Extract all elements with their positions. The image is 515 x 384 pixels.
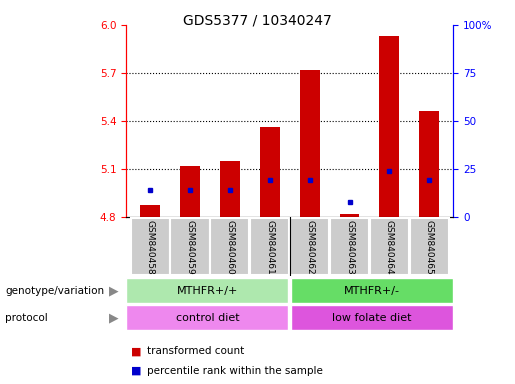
- Text: GSM840464: GSM840464: [385, 220, 394, 275]
- Bar: [419, 111, 439, 217]
- Text: GSM840465: GSM840465: [425, 220, 434, 275]
- Bar: [410, 218, 449, 275]
- Bar: [140, 205, 160, 217]
- Text: ■: ■: [131, 366, 142, 376]
- Bar: [260, 127, 280, 217]
- Bar: [370, 218, 409, 275]
- Bar: [126, 305, 288, 330]
- Text: protocol: protocol: [5, 313, 48, 323]
- Text: MTHFR+/-: MTHFR+/-: [344, 286, 400, 296]
- Text: genotype/variation: genotype/variation: [5, 286, 104, 296]
- Bar: [210, 218, 249, 275]
- Bar: [330, 218, 369, 275]
- Bar: [131, 218, 169, 275]
- Bar: [291, 278, 453, 303]
- Bar: [250, 218, 289, 275]
- Text: GSM840463: GSM840463: [345, 220, 354, 275]
- Bar: [380, 36, 399, 217]
- Bar: [291, 305, 453, 330]
- Text: low folate diet: low folate diet: [332, 313, 411, 323]
- Bar: [126, 278, 288, 303]
- Bar: [180, 166, 200, 217]
- Text: GSM840458: GSM840458: [146, 220, 154, 275]
- Text: ■: ■: [131, 346, 142, 356]
- Bar: [290, 218, 329, 275]
- Text: control diet: control diet: [176, 313, 240, 323]
- Text: MTHFR+/+: MTHFR+/+: [177, 286, 238, 296]
- Text: ▶: ▶: [109, 311, 118, 324]
- Text: GSM840461: GSM840461: [265, 220, 274, 275]
- Text: GSM840462: GSM840462: [305, 220, 314, 275]
- Text: percentile rank within the sample: percentile rank within the sample: [147, 366, 323, 376]
- Text: GSM840460: GSM840460: [226, 220, 234, 275]
- Text: GSM840459: GSM840459: [185, 220, 195, 275]
- Bar: [170, 218, 210, 275]
- Bar: [339, 214, 359, 217]
- Text: ▶: ▶: [109, 285, 118, 297]
- Bar: [300, 70, 320, 217]
- Text: transformed count: transformed count: [147, 346, 244, 356]
- Bar: [220, 161, 240, 217]
- Text: GDS5377 / 10340247: GDS5377 / 10340247: [183, 13, 332, 27]
